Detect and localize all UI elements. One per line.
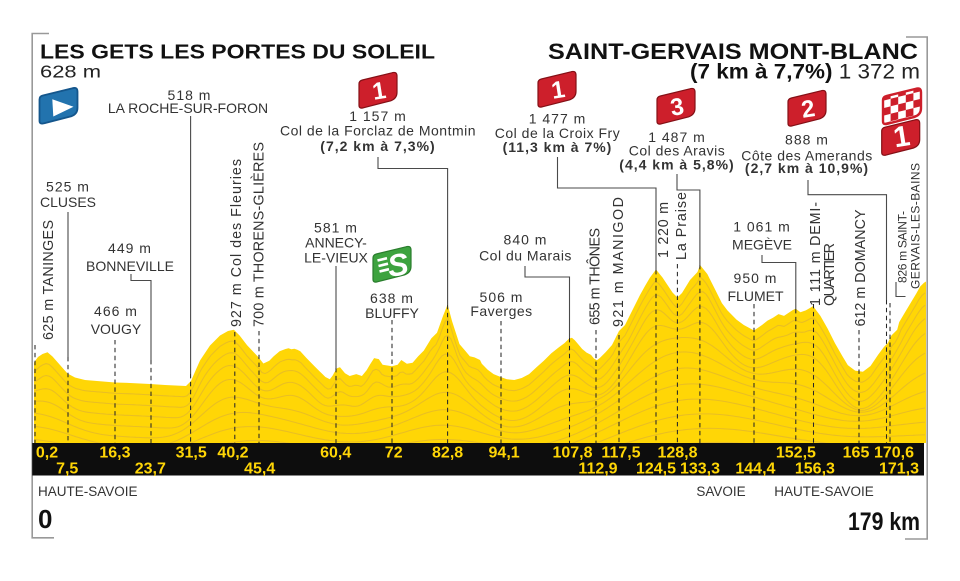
svg-text:CLUSES: CLUSES — [40, 194, 96, 210]
svg-text:581 m: 581 m — [314, 220, 358, 236]
svg-text:HAUTE-SAVOIE: HAUTE-SAVOIE — [774, 484, 874, 499]
svg-text:Col de la Croix Fry: Col de la Croix Fry — [495, 125, 620, 141]
svg-text:171,3: 171,3 — [879, 461, 919, 478]
svg-text:45,4: 45,4 — [244, 461, 275, 478]
svg-text:Faverges: Faverges — [470, 303, 532, 319]
svg-text:16,3: 16,3 — [99, 445, 130, 462]
svg-text:LES GETS LES PORTES DU SOLEIL: LES GETS LES PORTES DU SOLEIL — [40, 41, 435, 64]
svg-text:466 m: 466 m — [94, 303, 138, 319]
svg-text:SAVOIE: SAVOIE — [696, 484, 745, 499]
svg-text:449 m: 449 m — [108, 240, 152, 256]
svg-text:700 m THORENS-GLIÈRES: 700 m THORENS-GLIÈRES — [251, 142, 268, 327]
svg-text:638 m: 638 m — [370, 290, 414, 306]
svg-text:72: 72 — [385, 445, 403, 462]
svg-text:LA ROCHE-SUR-FORON: LA ROCHE-SUR-FORON — [108, 100, 268, 116]
svg-text:La Praise: La Praise — [674, 192, 690, 260]
svg-text:525 m: 525 m — [46, 179, 90, 195]
svg-text:152,5: 152,5 — [776, 445, 816, 462]
svg-text:1 061 m: 1 061 m — [733, 219, 791, 235]
svg-text:927 m Col des Fleuries: 927 m Col des Fleuries — [229, 159, 245, 327]
svg-text:94,1: 94,1 — [489, 445, 520, 462]
svg-text:124,5: 124,5 — [636, 461, 676, 478]
svg-text:LE-VIEUX: LE-VIEUX — [304, 250, 368, 266]
svg-text:(11,3 km à 7%): (11,3 km à 7%) — [503, 139, 613, 155]
svg-text:625 m TANINGES: 625 m TANINGES — [41, 220, 57, 340]
svg-text:144,4: 144,4 — [735, 461, 775, 478]
svg-text:655 m THÔNES: 655 m THÔNES — [587, 228, 604, 325]
svg-text:1 487 m: 1 487 m — [648, 129, 706, 145]
svg-text:117,5: 117,5 — [601, 445, 640, 462]
svg-text:HAUTE-SAVOIE: HAUTE-SAVOIE — [38, 484, 138, 499]
svg-text:SAINT-GERVAIS MONT-BLANC: SAINT-GERVAIS MONT-BLANC — [548, 39, 918, 64]
svg-text:1 220 m: 1 220 m — [656, 202, 672, 258]
svg-text:ANNECY-: ANNECY- — [305, 235, 367, 251]
svg-text:0: 0 — [38, 504, 52, 534]
svg-text:VOUGY: VOUGY — [91, 321, 142, 337]
svg-text:Côte des Amerands: Côte des Amerands — [741, 148, 872, 164]
svg-text:1: 1 — [371, 77, 388, 106]
svg-text:1 111 m DEMI-: 1 111 m DEMI- — [808, 202, 824, 306]
svg-text:60,4: 60,4 — [320, 445, 351, 462]
svg-text:Col des Aravis: Col des Aravis — [629, 143, 725, 159]
svg-text:612 m DOMANCY: 612 m DOMANCY — [853, 209, 869, 326]
svg-text:133,3: 133,3 — [680, 461, 720, 478]
svg-text:518 m: 518 m — [168, 87, 212, 103]
svg-text:1 157 m: 1 157 m — [349, 108, 407, 124]
svg-text:3: 3 — [669, 93, 686, 122]
svg-text:Col du Marais: Col du Marais — [479, 248, 572, 264]
svg-text:(2,7 km à 10,9%): (2,7 km à 10,9%) — [745, 160, 869, 176]
svg-text:(7 km à 7,7%) 1 372 m: (7 km à 7,7%) 1 372 m — [690, 60, 920, 83]
svg-text:(7,2 km à 7,3%): (7,2 km à 7,3%) — [320, 138, 435, 154]
svg-text:23,7: 23,7 — [135, 461, 166, 478]
svg-text:170,6: 170,6 — [874, 445, 914, 462]
svg-text:128,8: 128,8 — [657, 445, 697, 462]
svg-text:950 m: 950 m — [734, 270, 778, 286]
svg-text:Col de la Forclaz de Montmin: Col de la Forclaz de Montmin — [280, 123, 476, 139]
svg-text:0,2: 0,2 — [36, 445, 58, 462]
svg-text:165: 165 — [843, 445, 870, 462]
svg-text:QUARTIER: QUARTIER — [822, 243, 838, 306]
svg-text:840 m: 840 m — [504, 232, 548, 248]
svg-text:31,5: 31,5 — [176, 445, 207, 462]
svg-text:7,5: 7,5 — [56, 461, 78, 478]
svg-text:179 km: 179 km — [848, 508, 920, 536]
svg-text:2: 2 — [800, 95, 817, 124]
svg-text:BLUFFY: BLUFFY — [365, 305, 419, 321]
svg-text:82,8: 82,8 — [432, 445, 463, 462]
svg-text:40,2: 40,2 — [217, 445, 248, 462]
svg-text:156,3: 156,3 — [795, 461, 835, 478]
svg-text:1: 1 — [550, 76, 567, 105]
svg-text:MEGÈVE: MEGÈVE — [732, 237, 792, 253]
svg-text:GERVAIS-LES-BAINS: GERVAIS-LES-BAINS — [909, 163, 923, 289]
svg-text:1 477 m: 1 477 m — [529, 111, 587, 127]
svg-text:107,8: 107,8 — [552, 445, 592, 462]
svg-text:112,9: 112,9 — [578, 461, 617, 478]
svg-text:826 m SAINT-: 826 m SAINT- — [896, 211, 910, 283]
svg-text:BONNEVILLE: BONNEVILLE — [86, 258, 174, 274]
svg-text:1: 1 — [891, 120, 912, 154]
svg-text:506 m: 506 m — [480, 289, 524, 305]
svg-text:(4,4 km à 5,8%): (4,4 km à 5,8%) — [619, 157, 734, 173]
svg-text:FLUMET: FLUMET — [728, 288, 784, 304]
svg-text:888 m: 888 m — [785, 132, 829, 148]
svg-text:628 m: 628 m — [40, 62, 101, 82]
